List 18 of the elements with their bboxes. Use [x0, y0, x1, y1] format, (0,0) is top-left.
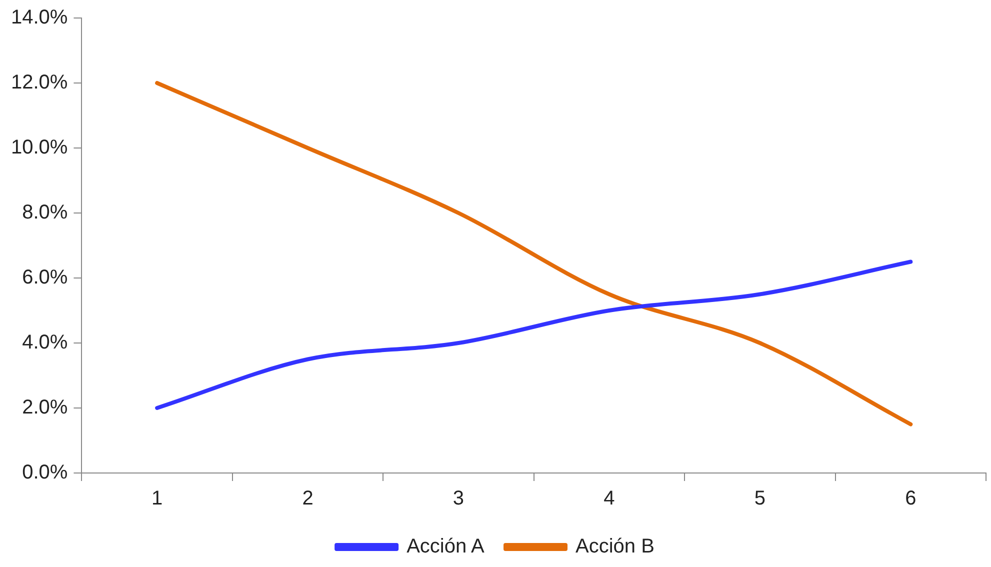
legend-label: Acción B — [576, 536, 654, 558]
x-tick-label: 1 — [152, 488, 163, 510]
y-tick-label: 0.0% — [22, 462, 68, 484]
x-tick-label: 3 — [452, 488, 464, 510]
line-series — [155, 81, 913, 426]
x-tick-label: 2 — [302, 488, 314, 510]
x-tick-label: 4 — [604, 488, 615, 510]
y-tick-label: 2.0% — [22, 396, 68, 419]
line-series — [155, 260, 913, 410]
y-tick-label: 10.0% — [10, 136, 68, 159]
y-tick-label: 8.0% — [22, 202, 68, 224]
y-tick-label: 4.0% — [22, 332, 68, 354]
y-tick-label: 14.0% — [10, 6, 68, 29]
y-tick-label: 12.0% — [10, 72, 68, 94]
x-tick-label: 6 — [905, 488, 916, 510]
x-tick-label: 5 — [754, 488, 766, 510]
y-tick-label: 6.0% — [22, 266, 68, 289]
legend-label: Acción A — [406, 536, 486, 558]
